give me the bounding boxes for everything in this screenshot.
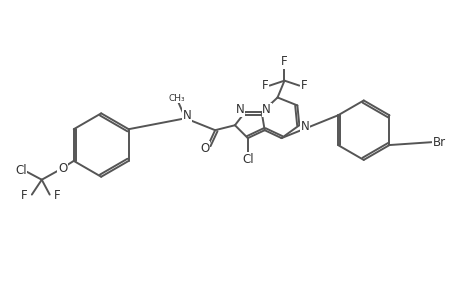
Text: F: F bbox=[261, 79, 268, 92]
Text: F: F bbox=[280, 55, 287, 68]
Text: F: F bbox=[300, 79, 307, 92]
Text: Br: Br bbox=[431, 136, 445, 148]
Text: N: N bbox=[182, 109, 191, 122]
Text: CH₃: CH₃ bbox=[168, 94, 185, 103]
Text: F: F bbox=[21, 189, 28, 202]
Text: O: O bbox=[58, 162, 67, 175]
Text: O: O bbox=[200, 142, 209, 155]
Text: Cl: Cl bbox=[241, 153, 253, 166]
Text: N: N bbox=[235, 103, 244, 116]
Text: Cl: Cl bbox=[15, 164, 27, 177]
Text: N: N bbox=[262, 103, 270, 116]
Text: F: F bbox=[54, 189, 60, 202]
Text: N: N bbox=[300, 120, 308, 133]
